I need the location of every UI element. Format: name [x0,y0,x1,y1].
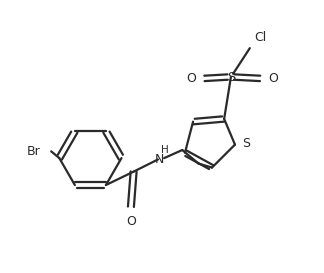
Text: Cl: Cl [254,31,266,44]
Text: S: S [243,137,250,150]
Text: H: H [161,146,168,155]
Text: O: O [268,72,278,85]
Text: O: O [126,215,136,228]
Text: Br: Br [27,145,40,158]
Text: S: S [227,70,235,84]
Text: N: N [155,153,164,166]
Text: O: O [186,72,196,85]
